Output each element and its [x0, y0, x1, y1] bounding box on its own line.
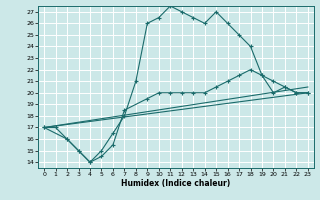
X-axis label: Humidex (Indice chaleur): Humidex (Indice chaleur)	[121, 179, 231, 188]
